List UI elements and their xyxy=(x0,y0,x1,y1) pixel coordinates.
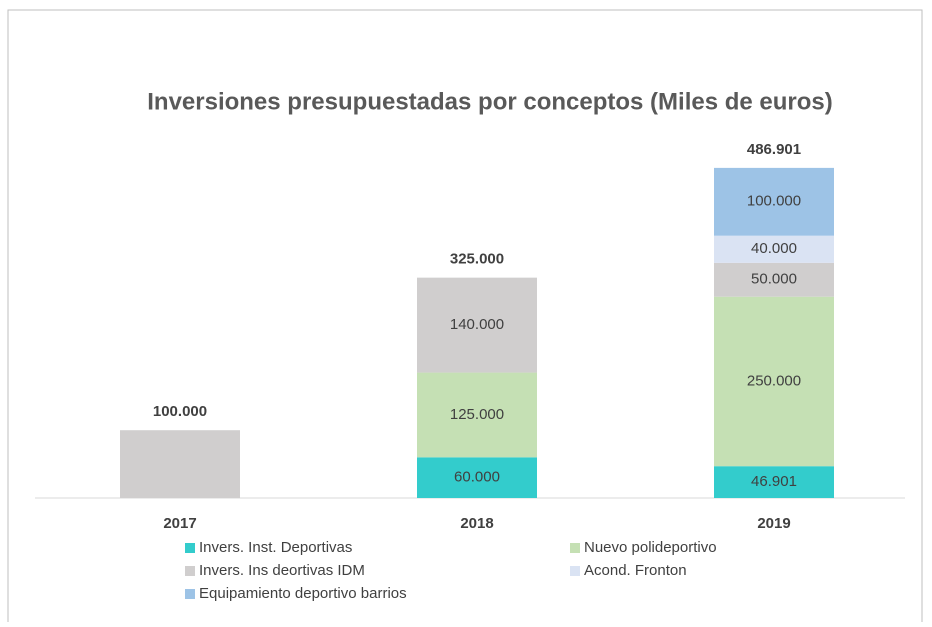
legend-swatch xyxy=(570,566,580,576)
bar-segment xyxy=(714,262,834,297)
bar-segment xyxy=(714,167,834,236)
legend-swatch xyxy=(185,543,195,553)
bar-segment xyxy=(417,277,537,373)
bar-segment xyxy=(714,235,834,263)
legend-swatch xyxy=(185,566,195,576)
legend-swatch xyxy=(185,589,195,599)
legend-swatch xyxy=(570,543,580,553)
value-label: 100.000 xyxy=(747,193,801,210)
value-label: 125.000 xyxy=(450,406,504,423)
legend-label: Invers. Ins deortivas IDM xyxy=(199,562,365,579)
chart-title: Inversiones presupuestadas por conceptos… xyxy=(147,88,833,115)
legend-label: Equipamiento deportivo barrios xyxy=(199,585,407,602)
value-label: 140.000 xyxy=(450,316,504,333)
bar-segment xyxy=(417,372,537,458)
bar-segment xyxy=(417,457,537,498)
x-tick-label: 2018 xyxy=(460,515,493,532)
legend-label: Nuevo polideportivo xyxy=(584,539,717,556)
total-label: 325.000 xyxy=(450,251,504,268)
bar-segment xyxy=(714,466,834,498)
legend-label: Invers. Inst. Deportivas xyxy=(199,539,352,556)
bar-segment xyxy=(714,296,834,467)
legend-label: Acond. Fronton xyxy=(584,562,687,579)
total-label: 100.000 xyxy=(153,403,207,420)
value-label: 40.000 xyxy=(751,240,797,257)
value-label: 50.000 xyxy=(751,271,797,288)
chart-frame xyxy=(7,9,923,627)
total-label: 486.901 xyxy=(747,141,801,158)
value-label: 60.000 xyxy=(454,469,500,486)
value-label: 46.901 xyxy=(751,473,797,490)
bar-segment xyxy=(120,430,240,498)
x-tick-label: 2017 xyxy=(163,515,196,532)
value-label: 250.000 xyxy=(747,372,801,389)
x-tick-label: 2019 xyxy=(757,515,790,532)
